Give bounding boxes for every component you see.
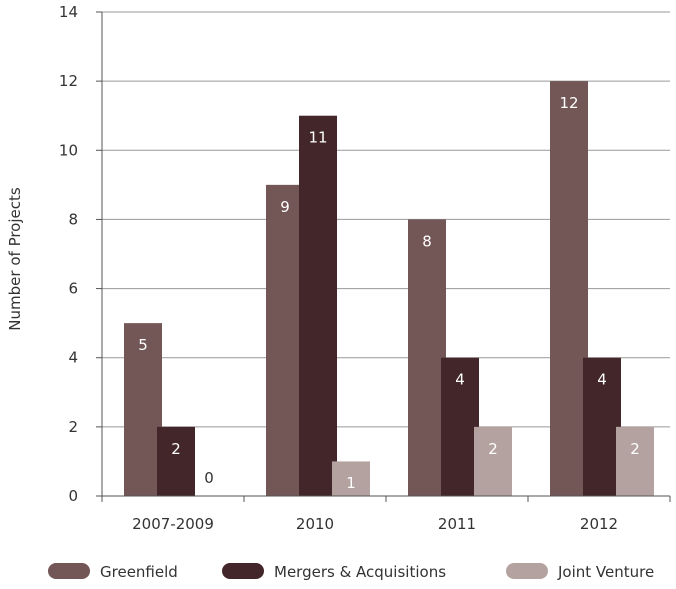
bar bbox=[550, 81, 588, 497]
bar bbox=[408, 219, 446, 496]
x-category-label: 2011 bbox=[438, 515, 476, 533]
bar bbox=[474, 426, 512, 496]
data-label: 4 bbox=[455, 371, 465, 389]
bar bbox=[616, 426, 654, 496]
x-category-label: 2012 bbox=[580, 515, 618, 533]
y-tick-label: 2 bbox=[68, 418, 78, 436]
y-tick-label: 4 bbox=[68, 349, 78, 367]
y-axis-title: Number of Projects bbox=[6, 187, 24, 331]
bar bbox=[299, 115, 337, 496]
y-tick-label: 12 bbox=[59, 72, 78, 90]
bar bbox=[124, 323, 162, 496]
data-label: 4 bbox=[597, 371, 607, 389]
y-tick-label: 10 bbox=[59, 141, 78, 159]
legend-label: Joint Venture bbox=[557, 563, 654, 581]
data-label: 8 bbox=[422, 232, 432, 250]
data-label: 11 bbox=[308, 129, 327, 147]
y-tick-label: 14 bbox=[59, 3, 78, 21]
data-label: 0 bbox=[204, 469, 214, 487]
data-label: 5 bbox=[138, 336, 148, 354]
bar bbox=[583, 357, 621, 496]
data-label: 9 bbox=[280, 198, 290, 216]
legend: Greenfield Mergers & Acquisitions Joint Ve… bbox=[48, 563, 654, 581]
bar bbox=[441, 357, 479, 496]
legend-swatch bbox=[222, 563, 264, 579]
y-tick-label: 0 bbox=[68, 487, 78, 505]
x-category-label: 2007-2009 bbox=[132, 515, 214, 533]
gridlines bbox=[102, 11, 670, 428]
data-label: 12 bbox=[559, 94, 578, 112]
data-label: 2 bbox=[630, 440, 640, 458]
data-label: 2 bbox=[488, 440, 498, 458]
legend-label: Greenfield bbox=[100, 563, 178, 581]
bar bbox=[157, 426, 195, 496]
bar bbox=[332, 461, 370, 496]
bar bbox=[266, 184, 304, 496]
legend-label: Mergers & Acquisitions bbox=[274, 563, 446, 581]
data-label: 1 bbox=[346, 474, 356, 492]
y-tick-label: 8 bbox=[68, 210, 78, 228]
y-tick-label: 6 bbox=[68, 280, 78, 298]
bars bbox=[124, 81, 654, 497]
data-label: 2 bbox=[171, 440, 181, 458]
x-category-label: 2010 bbox=[296, 515, 334, 533]
legend-swatch bbox=[48, 563, 90, 579]
legend-swatch bbox=[506, 563, 548, 579]
